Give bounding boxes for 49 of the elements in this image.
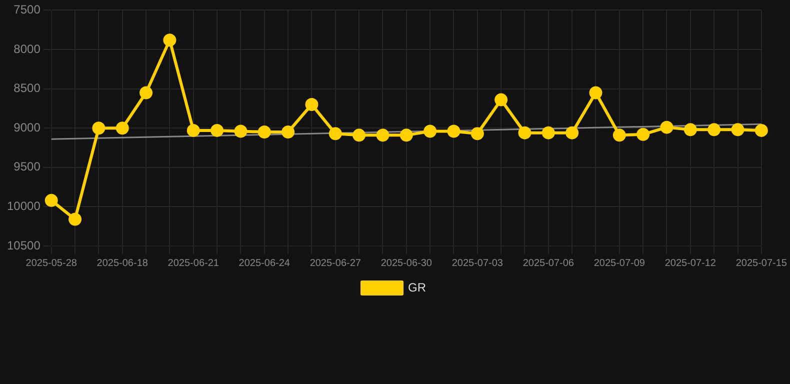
point [210, 124, 224, 137]
x-tick-label: 2025-07-09 [594, 258, 646, 269]
point [636, 128, 650, 141]
legend-label: GR [408, 280, 426, 294]
point [92, 122, 106, 135]
y-tick-label: 8000 [14, 42, 41, 56]
x-tick-label: 2025-06-30 [380, 258, 432, 269]
y-tick-label: 10000 [6, 199, 41, 214]
x-tick-label: 2025-06-18 [96, 258, 148, 269]
point [282, 126, 295, 139]
point [708, 123, 721, 136]
point [566, 126, 579, 140]
point [305, 98, 318, 112]
point [116, 122, 129, 135]
point [424, 124, 437, 138]
x-tick-label: 2025-07-06 [522, 258, 574, 269]
point [684, 123, 697, 136]
point [68, 212, 82, 226]
point [352, 128, 366, 142]
x-tick-label: 2025-07-12 [664, 258, 716, 269]
x-tick-label: 2025-06-27 [310, 258, 362, 269]
x-tick-label: 2025-06-21 [168, 258, 220, 269]
y-tick-label: 10500 [6, 238, 41, 252]
y-tick-label: 8500 [14, 81, 41, 96]
point [400, 128, 413, 142]
point [376, 128, 390, 142]
x-tick-label: 2025-07-15 [736, 258, 788, 269]
point [140, 86, 153, 100]
y-tick-label: 7500 [14, 2, 41, 17]
point [731, 123, 744, 136]
x-tick-label: 2025-06-24 [238, 258, 290, 269]
point [589, 86, 602, 100]
point [234, 124, 248, 138]
y-tick-label: 9000 [14, 120, 41, 134]
point [518, 126, 532, 140]
y-tick-label: 9500 [14, 160, 41, 174]
point [660, 120, 674, 134]
point [754, 124, 768, 137]
point [186, 124, 200, 137]
point [258, 126, 271, 139]
point [612, 128, 626, 142]
x-tick-label: 2025-05-28 [26, 258, 78, 269]
point [470, 127, 484, 140]
point [163, 34, 176, 47]
point [328, 127, 342, 140]
point [494, 93, 508, 106]
point [542, 126, 555, 140]
point [447, 124, 460, 138]
x-tick-label: 2025-07-03 [452, 258, 504, 269]
